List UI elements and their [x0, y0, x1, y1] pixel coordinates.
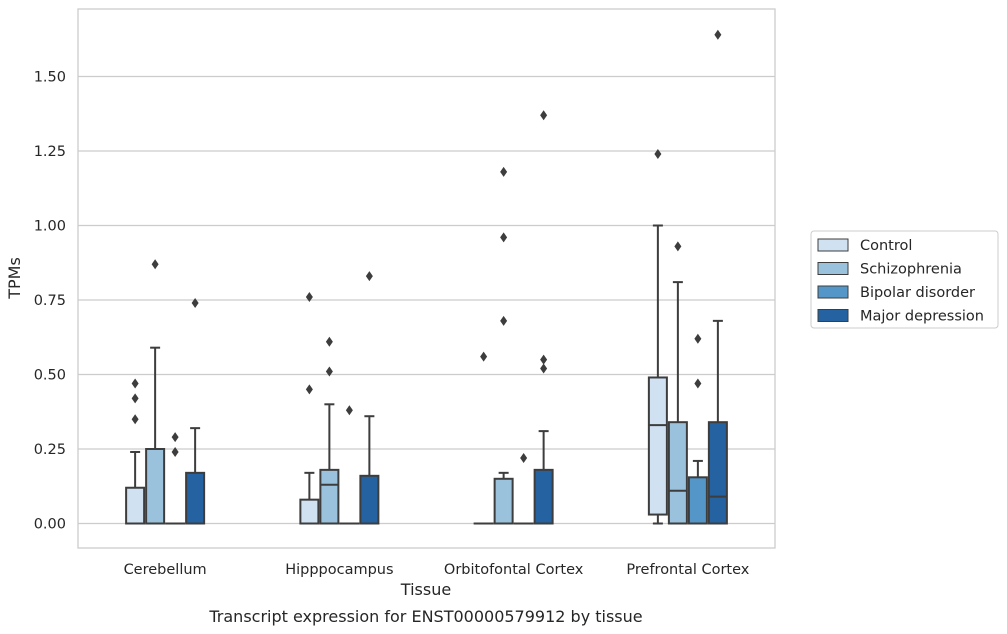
box — [533, 468, 554, 525]
y-tick-label: 1.00 — [34, 219, 66, 235]
box-group — [687, 333, 708, 525]
box-group — [513, 452, 534, 525]
y-tick-label: 0.00 — [34, 517, 66, 533]
box — [145, 448, 166, 525]
legend: Control Schizophrenia Bipolar disorder Majo… — [810, 230, 999, 329]
legend-swatch — [817, 238, 849, 252]
box-group — [185, 297, 206, 525]
legend-swatch — [817, 309, 849, 322]
box-group — [339, 405, 360, 525]
outlier-point — [500, 315, 508, 326]
x-axis-ticks: Cerebellum Hipppocampus Orbitofontal Corte… — [124, 562, 750, 578]
outlier-point — [151, 259, 159, 270]
outlier-point — [325, 336, 333, 347]
box-group — [473, 351, 494, 525]
chart-caption: Transcript expression for ENST0000057991… — [208, 607, 642, 626]
box — [299, 498, 320, 525]
outlier-point — [480, 351, 488, 362]
y-axis-ticks: 0.00 0.25 0.50 0.75 1.00 1.25 1.50 — [34, 70, 66, 533]
box — [707, 421, 728, 525]
y-tick-label: 1.25 — [34, 144, 66, 160]
legend-label: Major depression — [860, 309, 984, 325]
outlier-point — [325, 366, 333, 377]
box-group — [493, 166, 514, 525]
legend-swatch — [817, 285, 849, 299]
box-group — [299, 292, 320, 525]
outlier-point — [694, 333, 702, 344]
y-tick-label: 1.50 — [34, 70, 66, 86]
y-tick-label: 0.50 — [34, 368, 66, 384]
outlier-point — [131, 414, 139, 425]
legend-label: Schizophrenia — [860, 262, 962, 278]
box-group — [359, 271, 380, 525]
box-group — [707, 29, 728, 525]
box-group — [647, 148, 668, 525]
outlier-point — [171, 446, 179, 457]
x-tick-label: Hipppocampus — [285, 562, 393, 578]
x-axis-title: Tissue — [400, 580, 451, 599]
box — [359, 474, 380, 525]
legend-swatch — [817, 262, 849, 275]
outlier-point — [191, 297, 199, 308]
x-tick-label: Prefrontal Cortex — [626, 562, 749, 578]
outlier-point — [654, 148, 662, 159]
plot-area-frame — [77, 8, 776, 549]
box — [493, 477, 514, 525]
box — [125, 486, 146, 525]
outlier-point — [500, 232, 508, 243]
outlier-point — [171, 432, 179, 443]
outlier-point — [365, 271, 373, 282]
box — [319, 468, 340, 525]
box-plots — [125, 29, 728, 525]
outlier-point — [131, 393, 139, 404]
box-group — [319, 336, 340, 525]
outlier-point — [131, 378, 139, 389]
y-tick-label: 0.75 — [34, 293, 66, 309]
box-group — [145, 259, 166, 525]
outlier-point — [345, 405, 353, 416]
box — [185, 471, 206, 525]
y-axis-title: TPMs — [5, 257, 24, 300]
box-group — [165, 432, 186, 525]
box-group — [125, 378, 146, 525]
box-group — [667, 241, 688, 525]
outlier-point — [540, 363, 548, 374]
outlier-point — [694, 378, 702, 389]
y-tick-label: 0.25 — [34, 442, 66, 458]
outlier-point — [714, 29, 722, 40]
outlier-point — [520, 452, 528, 463]
box — [647, 376, 668, 516]
outlier-point — [500, 166, 508, 177]
outlier-point — [305, 292, 313, 303]
box-group — [533, 110, 554, 525]
legend-label: Bipolar disorder — [860, 285, 975, 301]
box — [667, 421, 688, 525]
box — [687, 476, 708, 525]
outlier-point — [305, 384, 313, 395]
legend-label: Control — [860, 238, 912, 254]
outlier-point — [540, 354, 548, 365]
outlier-point — [540, 110, 548, 121]
legend-frame — [810, 230, 999, 329]
outlier-point — [674, 241, 682, 252]
x-tick-label: Orbitofontal Cortex — [444, 562, 584, 578]
x-tick-label: Cerebellum — [124, 562, 207, 578]
